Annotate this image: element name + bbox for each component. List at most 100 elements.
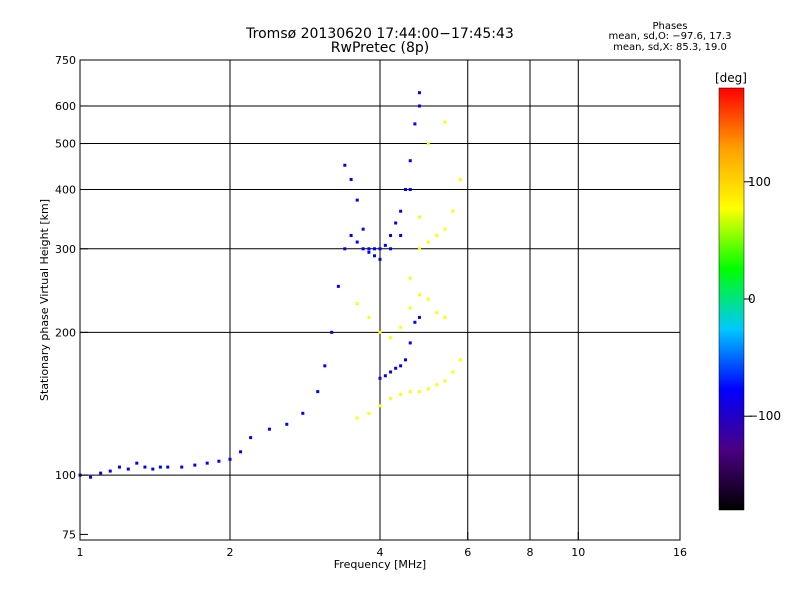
colorbar-tick-label: 0	[748, 292, 756, 306]
data-point-o-mode	[373, 254, 377, 258]
data-point-x-mode	[451, 209, 455, 213]
data-point-x-mode	[389, 336, 393, 340]
chart-title: Tromsø 20130620 17:44:00−17:45:43	[246, 26, 514, 42]
y-tick-label: 750	[55, 54, 76, 67]
data-point-x-mode	[399, 392, 403, 396]
data-point-o-mode	[408, 159, 412, 163]
data-point-o-mode	[417, 315, 421, 319]
x-tick-label: 10	[571, 546, 585, 559]
y-tick-label: 200	[55, 326, 76, 339]
data-point-o-mode	[135, 461, 139, 465]
data-point-o-mode	[389, 370, 393, 374]
data-point-x-mode	[443, 379, 447, 383]
data-point-o-mode	[394, 221, 398, 225]
data-point-o-mode	[166, 465, 170, 469]
data-point-o-mode	[399, 233, 403, 237]
y-tick-label: 75	[62, 528, 76, 541]
data-point-o-mode	[330, 330, 334, 334]
data-point-o-mode	[355, 240, 359, 244]
y-axis-label: Stationary phase Virtual Height [km]	[38, 199, 51, 401]
data-point-o-mode	[349, 233, 353, 237]
x-tick-label: 4	[377, 546, 384, 559]
grid-lines	[80, 60, 680, 540]
phase-stats-x-mode: mean, sd,X: 85.3, 19.0	[613, 42, 727, 53]
data-point-o-mode	[403, 188, 407, 192]
data-point-o-mode	[117, 465, 121, 469]
y-tick-label: 100	[55, 469, 76, 482]
data-point-o-mode	[285, 422, 289, 426]
data-point-o-mode	[349, 177, 353, 181]
data-point-o-mode	[408, 188, 412, 192]
data-point-o-mode	[417, 104, 421, 108]
x-axis-label: Frequency [MHz]	[334, 558, 426, 571]
y-axis-ticks: 75 100 200 300 400 500 600 750	[55, 54, 88, 541]
data-point-o-mode	[417, 91, 421, 95]
data-point-x-mode	[355, 302, 359, 306]
data-point-o-mode	[249, 436, 253, 440]
y-tick-label: 600	[55, 100, 76, 113]
data-point-o-mode	[361, 227, 365, 231]
data-point-o-mode	[316, 390, 320, 394]
x-axis-ticks: 1 2 4 6 8 10 16	[77, 532, 687, 559]
colorbar-unit-label: [deg]	[715, 71, 747, 85]
data-point-x-mode	[378, 330, 382, 334]
data-point-o-mode	[151, 467, 155, 471]
x-tick-label: 1	[77, 546, 84, 559]
data-point-o-mode	[217, 459, 221, 463]
data-point-x-mode	[408, 306, 412, 310]
data-point-o-mode	[367, 247, 371, 251]
data-point-o-mode	[383, 374, 387, 378]
data-point-o-mode	[99, 471, 103, 475]
data-point-o-mode	[399, 209, 403, 213]
phase-stats-heading: Phases	[652, 21, 688, 32]
data-point-o-mode	[193, 463, 197, 467]
data-point-o-mode	[239, 450, 243, 454]
phase-colorbar: [deg]	[715, 71, 747, 511]
data-point-o-mode	[126, 467, 130, 471]
data-point-o-mode	[378, 376, 382, 380]
data-point-x-mode	[451, 370, 455, 374]
data-point-o-mode	[389, 247, 393, 251]
data-point-x-mode	[408, 390, 412, 394]
data-point-x-mode	[426, 142, 430, 146]
data-point-x-mode	[367, 411, 371, 415]
y-tick-label: 500	[55, 138, 76, 151]
data-point-x-mode	[417, 390, 421, 394]
colorbar-tick-label: 100	[748, 175, 771, 189]
data-point-o-mode	[394, 366, 398, 370]
data-point-x-mode	[435, 383, 439, 387]
data-point-x-mode	[417, 293, 421, 297]
data-point-x-mode	[378, 404, 382, 408]
data-point-x-mode	[426, 387, 430, 391]
data-point-o-mode	[89, 475, 93, 479]
data-point-o-mode	[108, 469, 112, 473]
data-point-x-mode	[443, 227, 447, 231]
phase-stats-o-mode: mean, sd,O: −97.6, 17.3	[608, 31, 732, 42]
data-point-o-mode	[180, 465, 184, 469]
data-point-o-mode	[373, 247, 377, 251]
colorbar-tick-label: −100	[748, 409, 781, 423]
data-point-x-mode	[355, 416, 359, 420]
data-point-x-mode	[458, 177, 462, 181]
data-point-o-mode	[301, 411, 305, 415]
x-tick-label: 2	[227, 546, 234, 559]
colorbar-ticks: 100 0 −100	[744, 175, 781, 423]
data-point-o-mode	[413, 320, 417, 324]
data-point-o-mode	[378, 257, 382, 261]
data-point-x-mode	[426, 240, 430, 244]
data-points	[78, 91, 462, 479]
data-point-o-mode	[143, 465, 147, 469]
x-tick-label: 8	[527, 546, 534, 559]
data-point-o-mode	[403, 358, 407, 362]
data-point-x-mode	[417, 215, 421, 219]
data-point-x-mode	[399, 325, 403, 329]
data-point-o-mode	[343, 163, 347, 167]
data-point-x-mode	[458, 358, 462, 362]
data-point-o-mode	[343, 247, 347, 251]
chart-subtitle: RwPretec (8p)	[330, 40, 430, 56]
data-point-o-mode	[205, 461, 209, 465]
data-point-o-mode	[158, 465, 162, 469]
y-tick-label: 300	[55, 243, 76, 256]
data-point-o-mode	[355, 198, 359, 202]
data-point-o-mode	[267, 427, 271, 431]
